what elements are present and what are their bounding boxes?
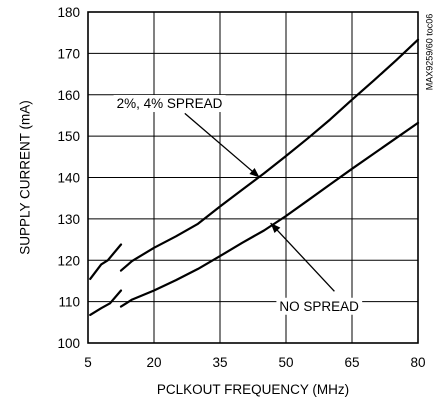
- x-tick-label: 50: [278, 355, 293, 370]
- series-line-2: [119, 121, 420, 308]
- annotation-label: NO SPREAD: [279, 299, 359, 314]
- annotation-label: 2%, 4% SPREAD: [117, 96, 223, 111]
- y-tick-label: 100: [57, 336, 80, 351]
- y-tick-label: 160: [57, 88, 80, 103]
- y-axis-title: SUPPLY CURRENT (mA): [18, 100, 33, 255]
- y-tick-label: 180: [57, 5, 80, 20]
- x-tick-label: 65: [344, 355, 359, 370]
- y-tick-label: 120: [57, 253, 80, 268]
- y-tick-label: 140: [57, 171, 80, 186]
- plot-frame: [87, 11, 419, 344]
- series-lines: [89, 38, 420, 316]
- x-tick-labels: 5 20 35 50 65 80: [84, 355, 425, 370]
- x-tick-label: 80: [410, 355, 425, 370]
- x-tick-label: 20: [146, 355, 161, 370]
- x-tick-label: 5: [84, 355, 92, 370]
- figure-id-label: MAX9259/60 toc06: [424, 14, 434, 91]
- annotation-arrow-head: [270, 223, 281, 234]
- x-axis-title: PCLKOUT FREQUENCY (MHz): [157, 382, 349, 397]
- y-tick-label: 130: [57, 212, 80, 227]
- annotation-arrow-shaft: [270, 222, 335, 292]
- series-line-1: [119, 38, 420, 272]
- y-tick-label: 110: [58, 295, 80, 310]
- annotation-arrow-head: [249, 167, 260, 178]
- x-tick-label: 35: [212, 355, 227, 370]
- y-tick-label: 170: [57, 46, 80, 61]
- annotation-label-bg: [113, 95, 226, 113]
- grid-lines: [88, 12, 418, 343]
- y-tick-label: 150: [57, 129, 80, 144]
- annotations: 2%, 4% SPREAD NO SPREAD: [113, 95, 363, 315]
- series-line-2: [89, 289, 123, 316]
- annotation-arrow-shaft: [184, 112, 261, 178]
- annotation-label-bg: [276, 297, 363, 315]
- series-line-1: [89, 243, 123, 280]
- y-tick-labels: 100 110 120 130 140 150 160 170 180: [57, 5, 80, 351]
